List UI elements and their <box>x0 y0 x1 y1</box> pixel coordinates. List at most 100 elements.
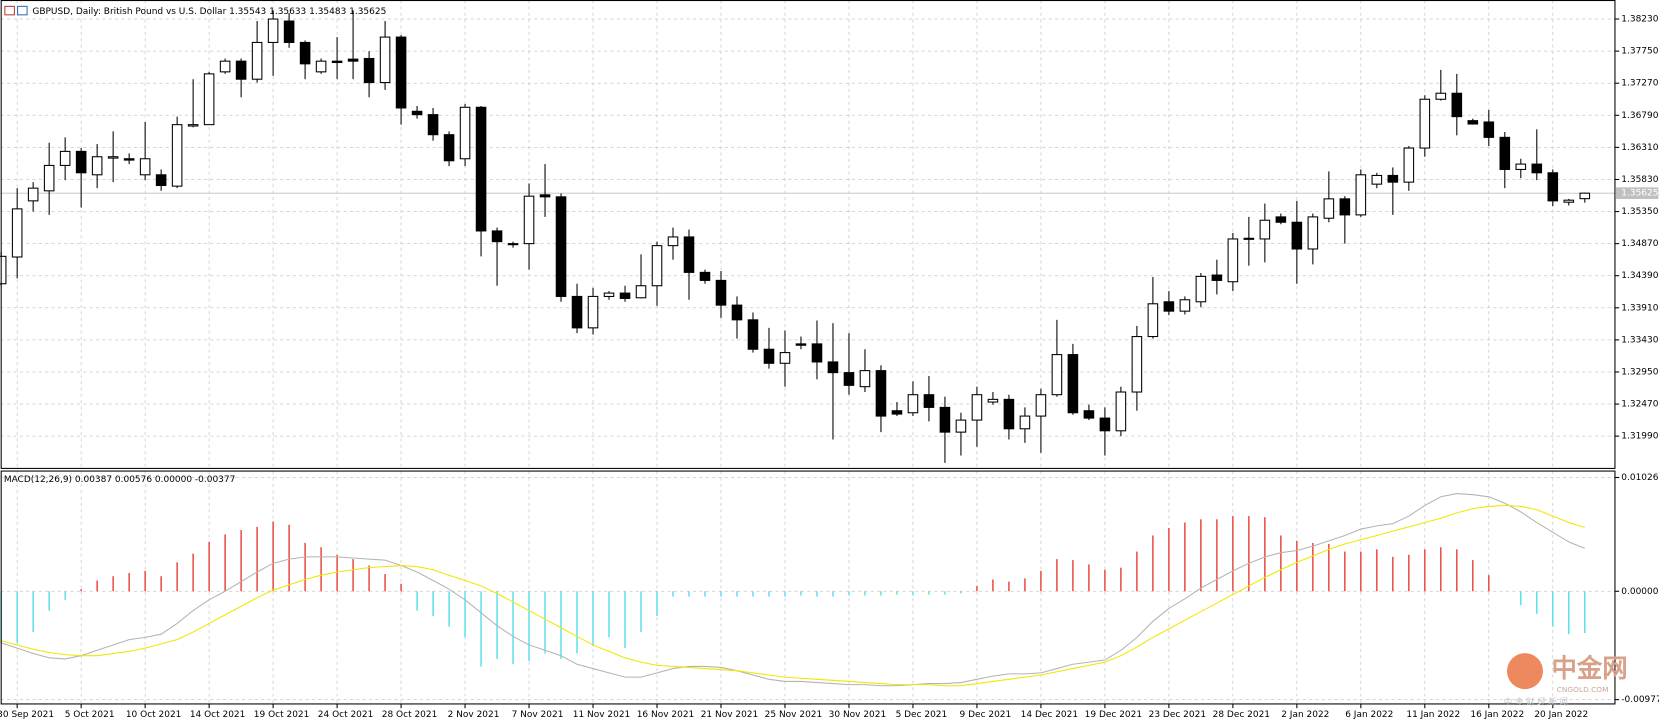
candle-body <box>859 370 871 388</box>
candle-body <box>1275 216 1287 223</box>
candle-body <box>1083 410 1095 419</box>
candle-body <box>763 348 775 364</box>
candle-body <box>1355 174 1367 216</box>
y-tick-label: -0.00977 <box>1621 695 1659 705</box>
x-tick-label: 6 Jan 2022 <box>1345 710 1393 720</box>
macd-pane-frame <box>0 470 1616 705</box>
candle-body <box>811 343 823 363</box>
y-tick-label: 1.33910 <box>1621 303 1658 313</box>
x-tick-label: 19 Dec 2021 <box>1085 710 1142 720</box>
x-tick-label: 14 Dec 2021 <box>1021 710 1078 720</box>
candle-body <box>1387 174 1399 183</box>
candle-body <box>939 406 951 433</box>
indicator-line <box>1 493 1585 687</box>
y-tick-label: 1.38230 <box>1621 15 1658 25</box>
watermark-site: CNGOLD.COM <box>1557 685 1609 694</box>
candle-body <box>187 124 199 127</box>
candle-body <box>523 195 535 245</box>
candle-body <box>139 158 151 176</box>
y-tick-label: 1.32470 <box>1621 400 1658 410</box>
candle-body <box>1531 163 1543 174</box>
y-tick-label: 1.35350 <box>1621 207 1658 217</box>
indicator-line <box>1 504 1585 687</box>
x-tick-label: 7 Nov 2021 <box>512 710 564 720</box>
candle-body <box>459 106 471 160</box>
y-tick-label: 1.35830 <box>1621 175 1658 185</box>
candle-body <box>75 150 87 174</box>
candle-body <box>667 236 679 247</box>
candle-body <box>587 295 599 329</box>
candle-body <box>923 394 935 408</box>
candle-body <box>267 18 279 43</box>
candle-body <box>731 304 743 321</box>
candle-body <box>507 243 519 246</box>
candle-body <box>1435 92 1447 100</box>
candle-body <box>603 292 615 297</box>
candle-body <box>683 236 695 273</box>
candle-body <box>251 41 263 80</box>
y-tick-label: 1.36790 <box>1621 111 1658 121</box>
chart-icon[interactable] <box>17 5 28 16</box>
x-tick-label: 25 Nov 2021 <box>765 710 823 720</box>
candle-body <box>1515 163 1527 170</box>
candle-body <box>1211 274 1223 281</box>
candle-body <box>987 398 999 403</box>
candle-body <box>59 150 71 166</box>
x-tick-label: 11 Jan 2022 <box>1406 710 1460 720</box>
candle-body <box>427 114 439 136</box>
candle-body <box>1323 198 1335 219</box>
candle-body <box>491 230 503 243</box>
candle-body <box>331 60 343 64</box>
candle-body <box>1163 301 1175 312</box>
x-tick-label: 16 Jan 2022 <box>1470 710 1524 720</box>
candle-body <box>363 57 375 84</box>
candle-body <box>123 158 135 161</box>
menu-icon[interactable] <box>4 5 15 16</box>
candle-body <box>747 319 759 350</box>
candle-body <box>651 245 663 287</box>
x-tick-label: 30 Sep 2021 <box>0 710 54 720</box>
candle-body <box>1131 336 1143 393</box>
macd-title: MACD(12,26,9) 0.00387 0.00576 0.00000 -0… <box>4 475 236 485</box>
x-tick-label: 21 Nov 2021 <box>701 710 759 720</box>
candle-body <box>203 73 215 126</box>
y-tick-label: 1.33430 <box>1621 335 1658 345</box>
candle-body <box>1563 199 1575 203</box>
candle-body <box>1147 303 1159 338</box>
candle-body <box>283 20 295 43</box>
x-tick-label: 2 Nov 2021 <box>448 710 500 720</box>
candle-body <box>1003 398 1015 430</box>
candle-body <box>475 106 487 232</box>
candle-body <box>715 279 727 306</box>
x-tick-label: 30 Nov 2021 <box>829 710 887 720</box>
y-tick-label: 1.34870 <box>1621 239 1658 249</box>
chart-title: GBPUSD, Daily: British Pound vs U.S. Dol… <box>32 7 386 17</box>
candle-body <box>315 60 327 73</box>
y-tick-label: 0.00000 <box>1621 587 1658 597</box>
current-price-box <box>1616 187 1659 199</box>
x-tick-label: 5 Oct 2021 <box>65 710 115 720</box>
plot-layer <box>0 0 1615 709</box>
candle-body <box>571 295 583 329</box>
candle-body <box>971 394 983 421</box>
x-tick-label: 20 Jan 2022 <box>1534 710 1588 720</box>
candle-body <box>1451 92 1463 118</box>
candle-body <box>443 134 455 162</box>
y-tick-label: 1.37750 <box>1621 47 1658 57</box>
candle-body <box>1371 174 1383 185</box>
candle-body <box>219 60 231 73</box>
candle-body <box>171 124 183 187</box>
candle-body <box>91 156 103 176</box>
x-tick-label: 14 Oct 2021 <box>190 710 246 720</box>
candle-body <box>155 174 167 187</box>
candle-body <box>635 285 647 299</box>
y-tick-label: 1.31990 <box>1621 432 1658 442</box>
x-tick-label: 28 Dec 2021 <box>1213 710 1270 720</box>
candle-body <box>1579 192 1591 200</box>
candle-body <box>1291 221 1303 250</box>
candle-body <box>27 187 39 202</box>
x-tick-label: 5 Dec 2021 <box>896 710 948 720</box>
candle-body <box>1179 299 1191 312</box>
watermark-tagline: 中 金 财 经 新 闻 <box>1504 696 1568 706</box>
candle-body <box>827 361 839 374</box>
